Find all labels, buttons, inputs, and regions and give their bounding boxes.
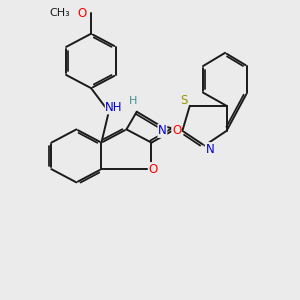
Text: NH: NH	[105, 101, 123, 114]
Text: CH₃: CH₃	[50, 8, 70, 18]
Text: N: N	[158, 124, 167, 137]
Text: N: N	[206, 142, 214, 156]
Text: O: O	[172, 124, 181, 137]
Text: O: O	[78, 7, 87, 20]
Text: O: O	[148, 163, 158, 176]
Text: S: S	[180, 94, 188, 107]
Text: H: H	[129, 95, 137, 106]
